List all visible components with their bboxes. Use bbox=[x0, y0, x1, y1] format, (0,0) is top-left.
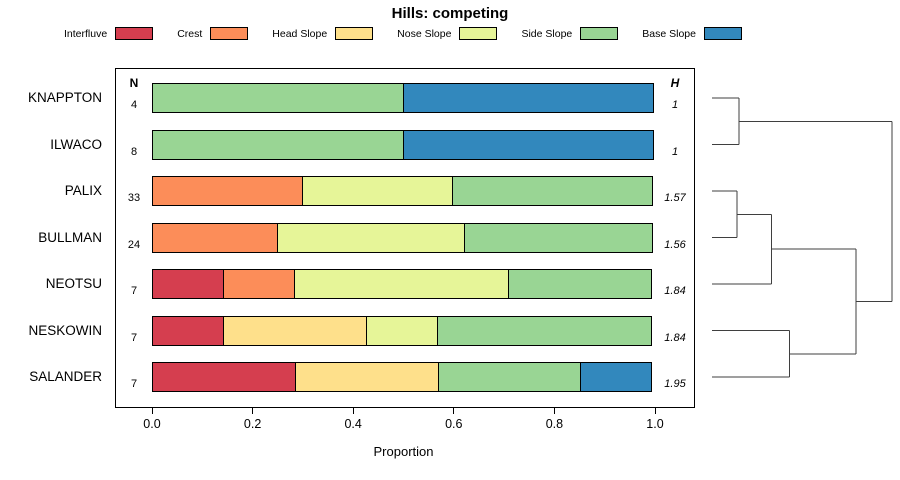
h-value: 1.57 bbox=[664, 192, 686, 204]
x-axis-label: Proportion bbox=[373, 444, 434, 459]
bar-palix bbox=[152, 176, 655, 206]
legend-item-base-slope: Base Slope bbox=[642, 27, 742, 40]
bar-segment-side-slope bbox=[152, 129, 404, 160]
bar-segment-interfluve bbox=[152, 315, 224, 346]
n-column: N 4 8 33 24 7 7 7 bbox=[116, 68, 152, 408]
bar-ilwaco bbox=[152, 129, 655, 160]
n-value: 33 bbox=[127, 192, 141, 204]
dendrogram bbox=[712, 97, 893, 378]
x-tick-label: 1.0 bbox=[646, 417, 664, 431]
chart-title: Hills: competing bbox=[391, 5, 509, 22]
legend-swatch-nose-slope bbox=[459, 27, 498, 40]
bar-segment-nose-slope bbox=[301, 176, 453, 206]
row-label-ilwaco: ILWACO bbox=[50, 136, 102, 152]
legend-label: Crest bbox=[177, 27, 203, 40]
legend-swatch-interfluve bbox=[115, 27, 154, 40]
h-column-header: H bbox=[670, 76, 680, 90]
x-tick-label: 0.6 bbox=[445, 417, 463, 431]
x-tick-mark bbox=[151, 408, 153, 414]
bar-segment-base-slope bbox=[580, 362, 652, 392]
x-tick-mark bbox=[252, 408, 254, 414]
legend-item-nose-slope: Nose Slope bbox=[397, 27, 498, 40]
legend-label: Side Slope bbox=[521, 27, 573, 40]
h-value: 1.56 bbox=[664, 238, 686, 251]
legend: Interfluve Crest Head Slope Nose Slope Side … bbox=[64, 27, 742, 40]
legend-label: Head Slope bbox=[272, 27, 328, 40]
bar-segment-nose-slope bbox=[293, 269, 510, 299]
n-value: 8 bbox=[130, 145, 138, 158]
bar-segment-side-slope bbox=[464, 222, 653, 253]
x-tick-label: 0.0 bbox=[143, 417, 161, 431]
h-value: 1.95 bbox=[664, 378, 686, 390]
legend-item-crest: Crest bbox=[177, 27, 249, 40]
bar-salander bbox=[152, 362, 655, 392]
bar-segment-side-slope bbox=[437, 362, 582, 392]
bar-segment-interfluve bbox=[152, 362, 296, 392]
legend-swatch-base-slope bbox=[703, 27, 742, 40]
bar-segment-head-slope bbox=[294, 362, 439, 392]
legend-label: Base Slope bbox=[642, 27, 696, 40]
x-axis: 0.0 0.2 0.4 0.6 0.8 1.0 bbox=[143, 408, 664, 454]
row-label-neskowin: NESKOWIN bbox=[28, 322, 102, 338]
h-value: 1 bbox=[671, 145, 679, 158]
bar-segment-side-slope bbox=[451, 176, 653, 206]
bar-segment-interfluve bbox=[152, 269, 224, 299]
bar-knappton bbox=[152, 83, 655, 113]
n-value: 24 bbox=[127, 238, 141, 251]
legend-item-side-slope: Side Slope bbox=[521, 27, 619, 40]
x-tick-label: 0.2 bbox=[243, 417, 262, 431]
legend-label: Nose Slope bbox=[397, 27, 452, 40]
n-value: 4 bbox=[130, 99, 138, 111]
bar-neotsu bbox=[152, 269, 655, 299]
x-tick-mark bbox=[352, 408, 354, 414]
n-column-header: N bbox=[129, 76, 139, 90]
bar-segment-crest bbox=[152, 222, 278, 253]
row-label-knappton: KNAPPTON bbox=[27, 90, 102, 105]
bar-segment-crest bbox=[152, 176, 303, 206]
bar-segment-nose-slope bbox=[365, 315, 438, 346]
bar-segment-crest bbox=[222, 269, 295, 299]
x-tick-label: 0.4 bbox=[344, 417, 362, 431]
row-labels: KNAPPTON ILWACO PALIX BULLMAN NEOTSU NESKOWIN… bbox=[0, 68, 108, 408]
bar-segment-base-slope bbox=[402, 83, 654, 113]
legend-swatch-crest bbox=[210, 27, 249, 40]
bar-segment-side-slope bbox=[436, 315, 652, 346]
bar-bullman bbox=[152, 222, 655, 253]
bar-segment-side-slope bbox=[508, 269, 652, 299]
row-label-salander: SALANDER bbox=[29, 369, 102, 384]
x-tick-mark bbox=[553, 408, 555, 414]
row-label-bullman: BULLMAN bbox=[38, 229, 102, 245]
h-value: 1 bbox=[671, 99, 679, 111]
h-column: H 1 1 1.57 1.56 1.84 1.84 1.95 bbox=[656, 68, 694, 408]
bar-segment-side-slope bbox=[152, 83, 404, 113]
h-value: 1.84 bbox=[664, 331, 686, 344]
x-tick-mark bbox=[453, 408, 455, 414]
bar-neskowin bbox=[152, 315, 655, 346]
h-value: 1.84 bbox=[664, 285, 686, 297]
n-value: 7 bbox=[130, 285, 138, 297]
legend-item-head-slope: Head Slope bbox=[272, 27, 374, 40]
bar-segment-head-slope bbox=[222, 315, 367, 346]
bar-segment-nose-slope bbox=[276, 222, 466, 253]
x-tick-label: 0.8 bbox=[545, 417, 564, 431]
row-label-palix: PALIX bbox=[64, 183, 102, 198]
legend-swatch-side-slope bbox=[580, 27, 619, 40]
legend-swatch-head-slope bbox=[335, 27, 374, 40]
legend-item-interfluve: Interfluve bbox=[64, 27, 154, 40]
bars bbox=[152, 68, 655, 408]
legend-label: Interfluve bbox=[64, 27, 108, 40]
x-tick-mark bbox=[654, 408, 656, 414]
bar-segment-base-slope bbox=[402, 129, 654, 160]
row-label-neotsu: NEOTSU bbox=[45, 276, 102, 291]
n-value: 7 bbox=[130, 378, 138, 390]
n-value: 7 bbox=[130, 331, 138, 344]
